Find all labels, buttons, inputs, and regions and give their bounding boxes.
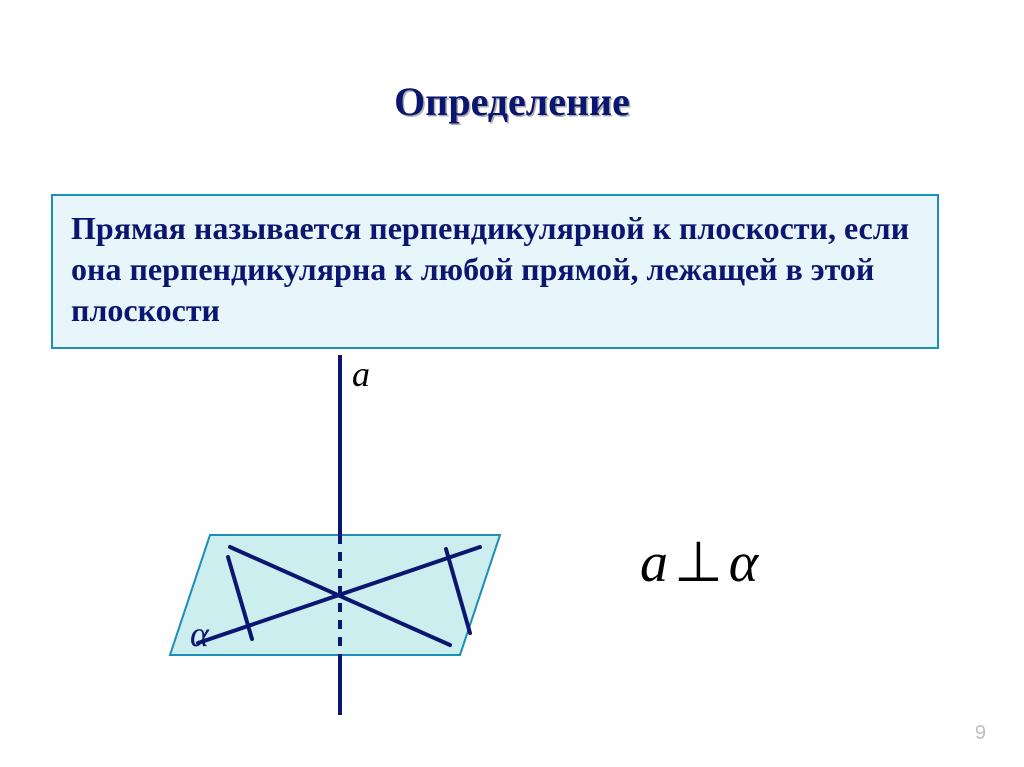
formula-right: α [729, 532, 758, 594]
slide-title: Определение [0, 78, 1024, 125]
definition-box: Прямая называется перпендикулярной к пло… [51, 194, 939, 349]
label-line-a: a [352, 353, 370, 395]
perp-formula: a⊥α [640, 530, 758, 595]
label-plane-alpha: α [190, 613, 209, 655]
page-number: 9 [975, 722, 986, 745]
formula-left: a [640, 532, 668, 594]
perp-symbol: ⊥ [674, 530, 723, 595]
geometry-diagram: aα [150, 345, 570, 725]
